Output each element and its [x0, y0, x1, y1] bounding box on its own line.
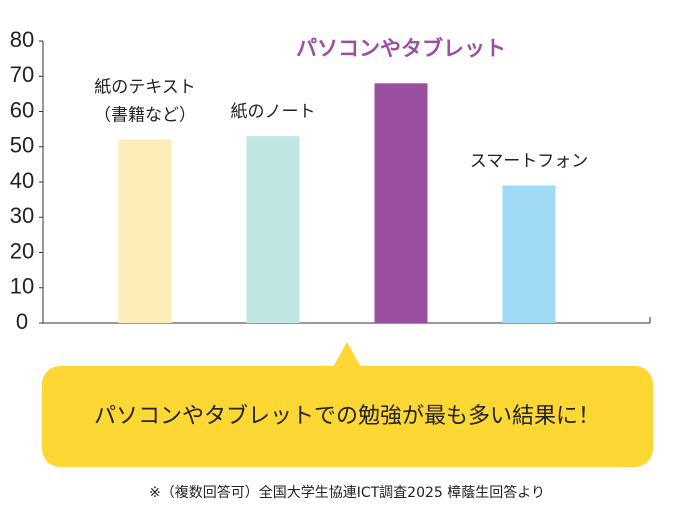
y-tick-label: 50	[10, 133, 34, 158]
category-label: 紙のノート	[231, 102, 316, 122]
category-label: （書籍など）	[94, 106, 196, 126]
y-tick-label: 40	[10, 168, 34, 193]
y-tick-label: 80	[10, 27, 34, 52]
bar	[374, 83, 428, 323]
y-tick-label: 60	[10, 97, 34, 122]
y-tick-label: 30	[10, 203, 34, 228]
y-tick-label: 70	[10, 62, 34, 87]
callout-box	[42, 366, 653, 467]
bar	[246, 136, 300, 323]
category-label: 紙のテキスト	[94, 78, 196, 98]
category-label: スマートフォン	[470, 152, 589, 172]
y-tick-label: 0	[16, 309, 28, 334]
bar	[502, 185, 556, 323]
callout-pointer	[333, 342, 361, 367]
bar	[118, 139, 172, 323]
y-tick-label: 10	[10, 274, 34, 299]
footnote: ※（複数回答可）全国大学生協連ICT調査2025 樟蔭生回答より	[149, 484, 545, 501]
y-tick-label: 20	[10, 238, 34, 263]
category-label: パソコンやタブレット	[296, 36, 506, 60]
callout-text: パソコンやタブレットでの勉強が最も多い結果に！	[94, 404, 600, 429]
